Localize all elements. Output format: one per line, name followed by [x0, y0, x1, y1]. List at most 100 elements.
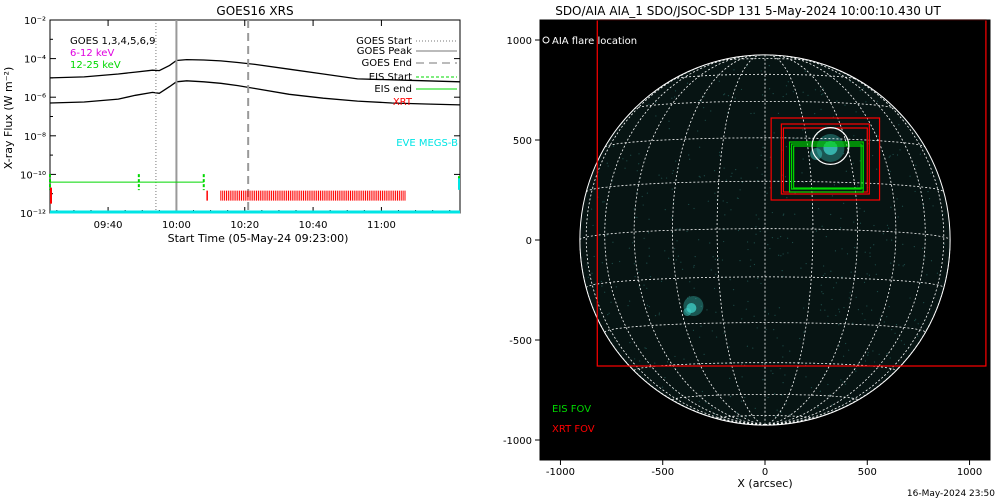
disk-texture: [699, 176, 701, 178]
disk-texture: [780, 235, 782, 238]
disk-texture: [630, 154, 632, 156]
disk-texture: [750, 112, 752, 115]
disk-texture: [840, 379, 842, 381]
disk-texture: [703, 96, 705, 98]
disk-texture: [755, 214, 757, 216]
heliographic-grid: [579, 54, 951, 426]
disk-texture: [586, 264, 588, 266]
disk-texture: [747, 280, 749, 282]
latitude-line: [718, 58, 812, 62]
disk-texture: [824, 273, 826, 275]
disk-texture: [740, 88, 743, 91]
disk-texture: [782, 95, 784, 98]
disk-texture: [807, 94, 809, 96]
disk-texture: [704, 119, 706, 121]
disk-texture: [693, 287, 695, 289]
disk-texture: [731, 172, 733, 174]
disk-texture: [886, 239, 888, 241]
disk-texture: [928, 198, 931, 200]
disk-texture: [867, 351, 869, 354]
disk-texture: [726, 201, 728, 204]
disk-texture: [866, 273, 868, 275]
disk-texture: [776, 409, 778, 411]
disk-texture: [799, 337, 801, 340]
disk-texture: [917, 335, 919, 337]
disk-texture: [838, 308, 840, 310]
disk-texture: [747, 248, 749, 251]
disk-texture: [782, 382, 784, 384]
disk-texture: [723, 332, 725, 334]
disk-texture: [668, 257, 670, 259]
disk-texture: [926, 274, 928, 276]
disk-texture: [898, 124, 900, 126]
disk-texture: [896, 198, 898, 200]
disk-texture: [817, 406, 819, 409]
xrt-fov-legend: XRT FOV: [552, 424, 595, 435]
flare-location-legend: AIA flare location: [552, 36, 637, 47]
disk-texture: [719, 151, 721, 153]
disk-texture: [629, 342, 631, 344]
xrt-fov-box: [780, 123, 870, 195]
disk-texture: [839, 227, 842, 229]
disk-texture: [816, 156, 818, 158]
disk-texture: [805, 263, 807, 265]
disk-texture: [786, 197, 788, 199]
goes-xtick-label: 10:40: [299, 220, 328, 231]
disk-texture: [645, 347, 647, 350]
disk-texture: [608, 312, 610, 314]
marker-legend-label: XRT: [393, 97, 413, 108]
disk-texture: [668, 128, 670, 130]
disk-texture: [611, 262, 613, 265]
disk-texture: [658, 314, 660, 316]
flare-location-circle: [811, 126, 850, 166]
disk-texture: [664, 250, 666, 252]
disk-texture: [820, 93, 823, 96]
limb: [579, 54, 951, 426]
disk-texture: [660, 280, 663, 282]
disk-texture: [886, 316, 888, 318]
disk-texture: [900, 340, 903, 342]
disk-texture: [782, 214, 784, 216]
goes-channels-label: GOES 1,3,4,5,6,9: [70, 36, 156, 47]
disk-texture: [818, 208, 820, 210]
disk-texture: [732, 288, 735, 291]
goes-ytick-label: 10⁻⁸: [24, 132, 46, 143]
disk-texture: [729, 279, 731, 281]
disk-texture: [733, 69, 735, 71]
disk-texture: [675, 259, 677, 261]
disk-texture: [909, 175, 911, 177]
disk-texture: [865, 101, 867, 103]
disk-texture: [872, 154, 874, 157]
disk-texture: [892, 153, 894, 156]
disk-texture: [919, 153, 921, 155]
disk-texture: [626, 160, 628, 162]
goes-series-1: [49, 80, 461, 106]
disk-texture: [756, 327, 758, 329]
disk-texture: [864, 360, 867, 362]
disk-texture: [665, 177, 668, 179]
disk-texture: [769, 187, 771, 189]
disk-texture: [719, 154, 721, 156]
disk-texture: [869, 252, 871, 254]
disk-texture: [747, 300, 749, 303]
disk-texture: [859, 160, 861, 162]
disk-texture: [774, 393, 776, 395]
disk-texture: [875, 273, 877, 275]
disk-texture: [827, 383, 829, 386]
disk-texture: [777, 237, 779, 239]
disk-texture: [737, 197, 739, 200]
disk-texture: [853, 246, 856, 249]
disk-texture: [674, 96, 676, 98]
disk-texture: [674, 90, 677, 92]
disk-texture: [802, 129, 804, 131]
disk-texture: [859, 208, 861, 210]
longitude-line: [764, 54, 859, 426]
goes-xtick-label: 11:00: [367, 220, 396, 231]
disk-texture: [772, 372, 774, 375]
disk-texture: [753, 242, 755, 244]
disk-texture: [697, 130, 699, 132]
disk-texture: [695, 297, 697, 300]
disk-texture: [888, 156, 890, 158]
xrt-fov-box: [770, 117, 881, 201]
